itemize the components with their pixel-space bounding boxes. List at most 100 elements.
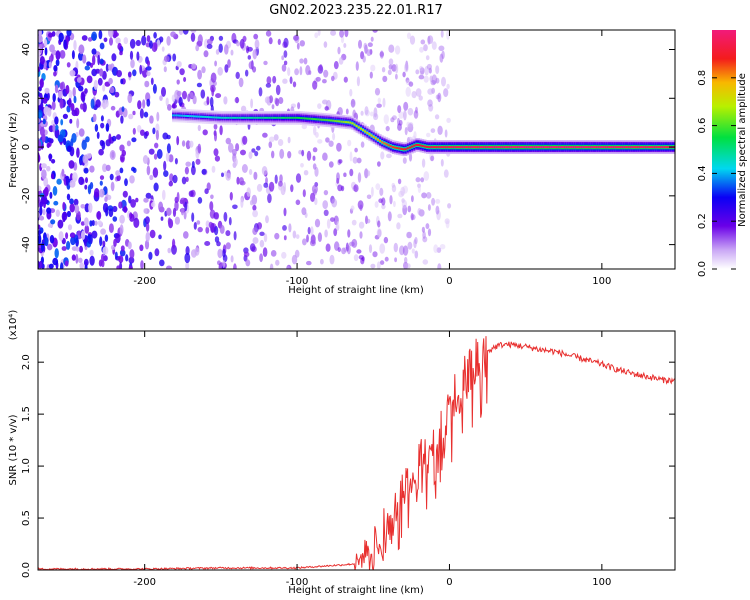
ridge-cell [500,146,504,149]
noise-cell [372,251,378,258]
noise-cell [317,103,322,109]
ridge-cell [643,146,647,149]
noise-cell [257,222,262,230]
ridge-cell [419,144,423,147]
noise-cell [133,217,140,228]
noise-cell [435,198,441,204]
noise-cell [66,240,71,250]
noise-cell [83,167,89,174]
noise-cell [184,166,189,175]
snr-y-ticks: 0.0 0.5 1.0 1.5 2.0 [21,354,675,578]
ridge-cell [453,146,457,149]
noise-cell [336,142,342,152]
noise-cell [248,151,253,159]
noise-cell [232,204,238,210]
ridge-cell [276,116,280,119]
noise-cell [82,154,89,164]
noise-cell [252,204,257,211]
noise-cell [303,57,308,65]
noise-cell [210,194,214,200]
noise-cell [60,262,64,269]
ridge-cell [513,146,517,149]
ridge-cell [210,116,214,119]
ridge-cell [479,146,482,149]
ridge-cell [417,144,421,146]
noise-cell [79,262,84,269]
noise-cell [249,200,254,206]
noise-cell [143,208,148,214]
noise-cell [43,38,48,48]
ridge-cell [579,146,583,149]
ridge-cell [507,146,510,149]
noise-cell [398,111,404,119]
noise-cell [196,220,201,225]
ridge-cell [449,146,453,149]
noise-cell [366,170,371,177]
noise-cell [328,140,334,147]
ridge-cell [541,146,544,149]
noise-cell [110,181,115,192]
noise-cell [145,192,152,199]
noise-cell [283,50,288,58]
noise-cell [281,251,287,259]
noise-cell [78,176,85,186]
noise-cell [370,36,374,42]
ridge-cell [472,146,476,149]
noise-cell [317,30,321,36]
noise-cell [52,186,58,196]
noise-cell [429,151,434,162]
colorbar-tick-label: 0.0 [697,261,708,277]
noise-cell [265,83,272,88]
noise-cell [278,180,283,187]
noise-cell [65,175,69,186]
noise-cell [38,224,41,230]
noise-cell [411,195,414,203]
noise-cell [377,229,382,238]
noise-cell [116,70,122,78]
ridge-cell [351,122,354,125]
noise-cell [325,243,331,252]
ridge-cell [562,146,566,149]
noise-cell [443,88,449,98]
noise-cell [239,38,245,49]
noise-cell [377,97,381,104]
noise-cell [94,123,99,132]
noise-cell [172,53,177,62]
noise-cell [197,197,203,204]
noise-cell [420,39,426,45]
noise-cell [254,151,259,157]
noise-cell [266,76,272,85]
noise-cell [268,136,275,143]
noise-cell [402,157,407,164]
colorbar-gradient [712,30,736,269]
ridge-cell [197,115,201,118]
noise-cell [91,48,97,55]
noise-cell [301,207,307,216]
noise-cell [249,243,256,252]
noise-cell [209,201,214,211]
noise-cell [69,232,76,238]
noise-cell [444,218,450,225]
noise-cell [428,104,434,112]
noise-cell [322,99,328,105]
noise-cell [291,254,298,265]
noise-cell [148,251,153,260]
noise-cell [408,122,414,128]
noise-cell [79,245,83,253]
noise-cell [100,122,105,129]
noise-cell [204,188,209,195]
noise-cell [268,95,274,104]
noise-cell [181,176,187,185]
ridge-cell [509,146,512,149]
ridge-cell [396,147,399,149]
noise-cell [359,204,363,211]
noise-cell [437,92,442,103]
noise-cell [205,220,210,228]
noise-cell [374,201,379,208]
noise-cell [167,247,171,254]
noise-cell [73,198,79,206]
noise-cell [54,116,59,125]
ridge-cell [519,146,523,149]
noise-cell [101,253,105,263]
